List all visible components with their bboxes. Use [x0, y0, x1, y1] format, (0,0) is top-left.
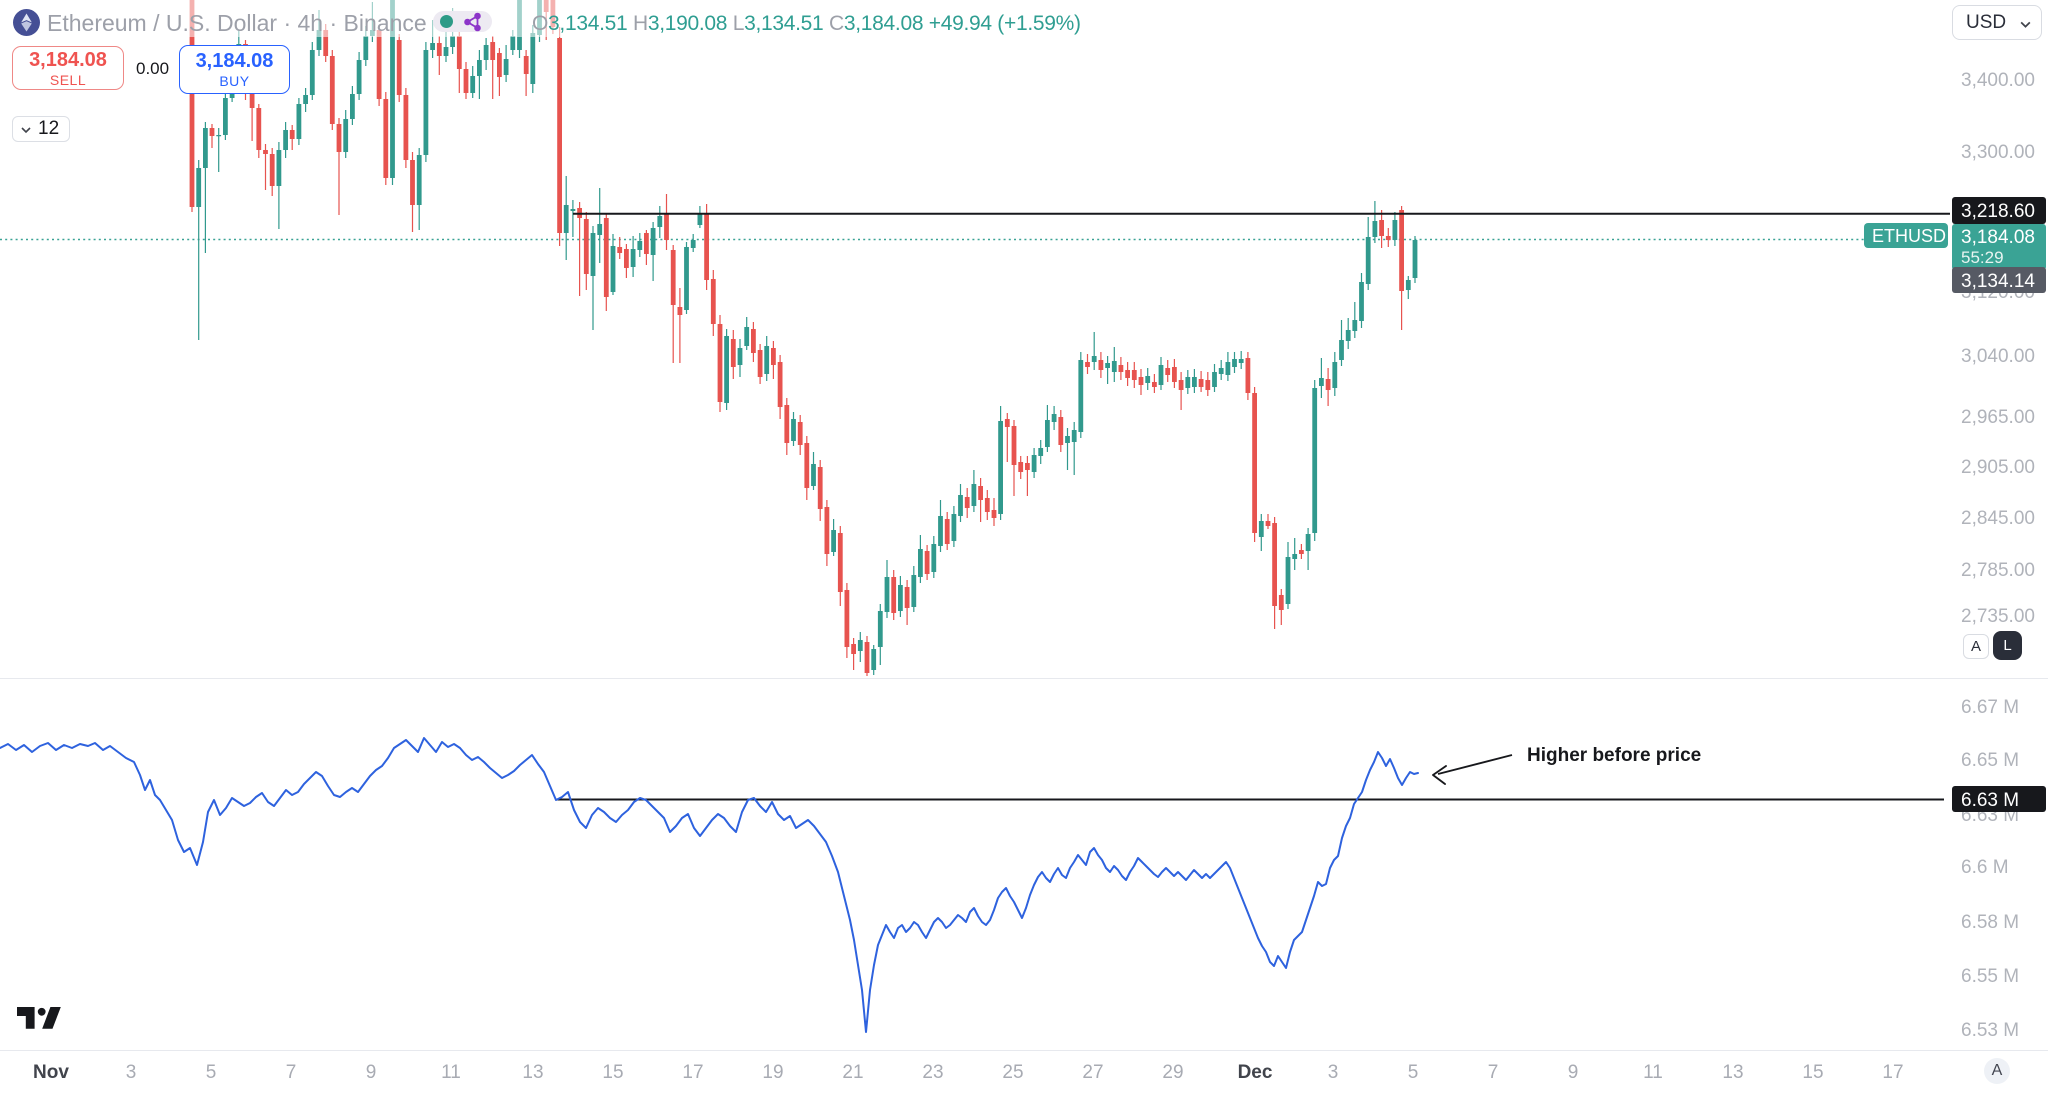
svg-text:5: 5 [206, 1062, 217, 1083]
svg-text:7: 7 [1488, 1062, 1499, 1083]
svg-text:27: 27 [1082, 1062, 1103, 1083]
svg-text:21: 21 [842, 1062, 863, 1083]
svg-text:6.63 M: 6.63 M [1961, 790, 2019, 811]
svg-text:Dec: Dec [1238, 1062, 1273, 1083]
svg-text:6.6 M: 6.6 M [1961, 857, 2009, 878]
svg-text:17: 17 [1882, 1062, 1903, 1083]
svg-text:17: 17 [682, 1062, 703, 1083]
svg-text:3: 3 [126, 1062, 137, 1083]
svg-text:23: 23 [922, 1062, 943, 1083]
svg-text:2,845.00: 2,845.00 [1961, 508, 2035, 529]
svg-text:6.58 M: 6.58 M [1961, 912, 2019, 933]
svg-text:Nov: Nov [33, 1062, 69, 1083]
svg-text:3,400.00: 3,400.00 [1961, 70, 2035, 91]
svg-text:15: 15 [602, 1062, 623, 1083]
svg-text:3,300.00: 3,300.00 [1961, 142, 2035, 163]
svg-text:3,218.60: 3,218.60 [1961, 201, 2035, 222]
svg-text:7: 7 [286, 1062, 297, 1083]
svg-text:6.67 M: 6.67 M [1961, 697, 2019, 718]
svg-text:9: 9 [366, 1062, 377, 1083]
svg-text:55:29: 55:29 [1961, 248, 2004, 267]
svg-text:13: 13 [1722, 1062, 1743, 1083]
svg-text:3,134.14: 3,134.14 [1961, 271, 2035, 292]
svg-text:3: 3 [1328, 1062, 1339, 1083]
svg-text:ETHUSD: ETHUSD [1872, 226, 1946, 246]
svg-text:2,905.00: 2,905.00 [1961, 457, 2035, 478]
svg-text:11: 11 [1643, 1062, 1663, 1083]
svg-text:6.65 M: 6.65 M [1961, 750, 2019, 771]
svg-text:3,184.08: 3,184.08 [1961, 227, 2035, 248]
svg-text:29: 29 [1162, 1062, 1183, 1083]
svg-text:15: 15 [1802, 1062, 1823, 1083]
svg-text:13: 13 [522, 1062, 543, 1083]
svg-text:5: 5 [1408, 1062, 1419, 1083]
svg-text:2,965.00: 2,965.00 [1961, 407, 2035, 428]
svg-text:3,040.00: 3,040.00 [1961, 346, 2035, 367]
svg-text:19: 19 [762, 1062, 783, 1083]
svg-text:6.55 M: 6.55 M [1961, 966, 2019, 987]
svg-text:9: 9 [1568, 1062, 1579, 1083]
svg-text:2,785.00: 2,785.00 [1961, 560, 2035, 581]
svg-text:2,735.00: 2,735.00 [1961, 606, 2035, 627]
svg-text:25: 25 [1002, 1062, 1023, 1083]
svg-text:11: 11 [441, 1062, 461, 1083]
svg-text:6.53 M: 6.53 M [1961, 1020, 2019, 1041]
